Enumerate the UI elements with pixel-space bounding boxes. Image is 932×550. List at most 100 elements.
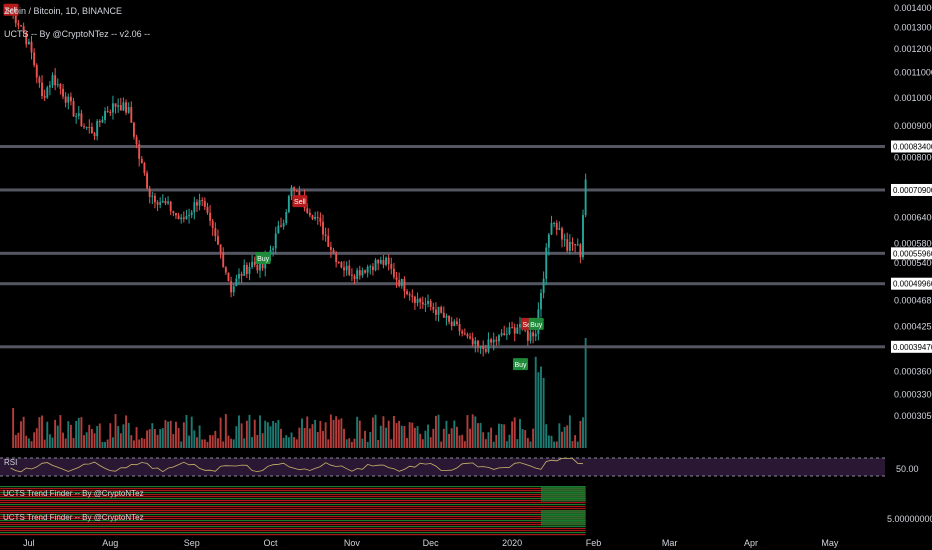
price-axis[interactable]: 0.00140000 0.00130000 0.00120000 0.00110000… (894, 3, 932, 421)
volume-bar (64, 438, 67, 448)
candle (295, 189, 298, 193)
candle (138, 139, 141, 167)
candle (274, 226, 277, 255)
candle (85, 126, 88, 130)
volume-bar (526, 438, 529, 448)
volume-bar (432, 428, 435, 448)
candle (369, 264, 372, 275)
price-tick-label: 0.00054000 (894, 258, 932, 268)
candle (324, 227, 327, 242)
level-line (0, 251, 885, 255)
volume-bar (369, 432, 372, 448)
volume-bar (534, 356, 537, 448)
volume-bar (555, 441, 558, 448)
candle (513, 323, 516, 342)
volume-bar (256, 435, 259, 448)
candle (400, 278, 403, 289)
volume-bar (463, 441, 466, 448)
candle (408, 291, 411, 301)
volume-bar (211, 435, 214, 448)
candle (387, 254, 390, 271)
volume-bar (156, 434, 159, 448)
volume-bar (251, 437, 254, 448)
candle (41, 75, 43, 100)
candle (584, 173, 587, 218)
volume-bar (298, 427, 301, 448)
time-tick-label: Mar (662, 538, 678, 548)
candle (245, 262, 248, 278)
candle (27, 38, 30, 45)
volume-bar (17, 432, 20, 448)
volume-bar (230, 438, 233, 448)
candle (119, 97, 122, 111)
trend-stripe (0, 524, 586, 526)
candle (361, 267, 364, 278)
candle (463, 328, 466, 336)
volume-bar (356, 416, 359, 448)
volume-bar (172, 434, 175, 448)
candle (406, 288, 408, 296)
trend-stripe (0, 512, 586, 514)
volume-bar (343, 428, 345, 448)
candle (196, 199, 198, 213)
candle (424, 297, 427, 312)
price-tick-label: 0.00120000 (894, 44, 932, 54)
trend-stripe (0, 518, 586, 520)
volume-bar (38, 417, 41, 448)
rsi-axis-value: 50.00 (896, 464, 919, 474)
candle (547, 232, 550, 256)
volume-bar (138, 439, 141, 448)
candle (227, 272, 230, 282)
candle (175, 212, 177, 219)
volume-bar (96, 426, 99, 448)
candle (335, 251, 338, 268)
candle (280, 217, 282, 228)
volume-bar (290, 432, 293, 448)
candle (282, 219, 285, 230)
volume-histogram (12, 338, 587, 448)
volume-bar (413, 427, 416, 448)
time-axis[interactable]: Jul Aug Sep Oct Nov Dec 2020 Feb Mar Apr May (23, 538, 839, 548)
time-tick-label: Sep (184, 538, 200, 548)
candle (316, 211, 319, 225)
volume-bar (547, 435, 550, 448)
volume-bar (337, 419, 340, 448)
trend-stripe (0, 526, 586, 528)
candle (17, 19, 20, 30)
volume-bar (33, 432, 36, 448)
candle (532, 330, 535, 344)
volume-bar (104, 441, 106, 448)
volume-bar (492, 441, 495, 448)
volume-bar (340, 418, 343, 448)
candle (511, 321, 514, 329)
volume-bar (185, 414, 188, 448)
volume-bar (72, 438, 75, 448)
candle (437, 306, 440, 322)
candle (371, 263, 374, 276)
volume-bar (193, 430, 196, 448)
trend-stripe (0, 510, 586, 512)
price-tick-label: 0.00064000 (894, 212, 932, 222)
candle (211, 218, 214, 236)
volume-bar (188, 435, 191, 448)
volume-bar (406, 438, 408, 448)
sell-signal: Sell (292, 195, 308, 208)
volume-bar (238, 415, 240, 448)
trend-stripe (0, 522, 586, 524)
candle (490, 337, 493, 346)
volume-bar (424, 430, 427, 448)
candle (72, 98, 75, 117)
candle (51, 72, 54, 89)
time-tick-label: Dec (423, 538, 440, 548)
volume-bar (201, 439, 204, 448)
volume-bar (353, 438, 356, 448)
volume-bar (516, 439, 519, 448)
candle (508, 322, 511, 336)
candle (201, 197, 204, 207)
candle (132, 121, 135, 140)
volume-bar (448, 433, 451, 448)
candle (38, 75, 41, 88)
volume-bar (148, 429, 151, 448)
trend-stripe (0, 534, 586, 536)
